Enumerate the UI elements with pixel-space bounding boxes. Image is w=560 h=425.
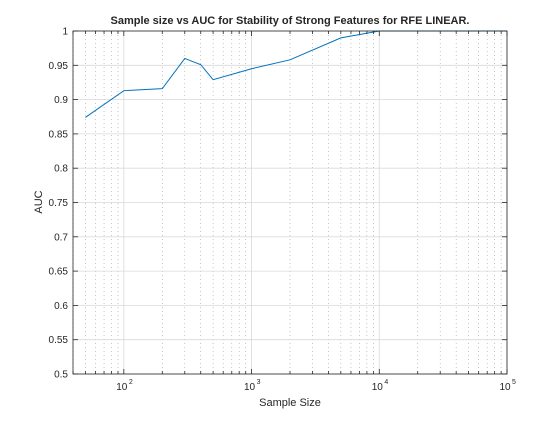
y-tick-label: 1 [62, 27, 68, 38]
x-tick-labels: 10 2 10 3 10 4 10 5 [116, 379, 516, 393]
y-tick-label: 0.95 [49, 61, 69, 72]
x-tick-base: 10 [244, 382, 256, 393]
x-tick-exponent: 4 [384, 379, 388, 386]
y-tick-label: 0.65 [49, 267, 69, 278]
x-tick-label: 10 3 [244, 379, 261, 393]
x-tick-exponent: 5 [512, 379, 516, 386]
chart-title: Sample size vs AUC for Stability of Stro… [111, 15, 470, 27]
x-tick-base: 10 [116, 382, 128, 393]
y-tick-label: 0.6 [54, 301, 68, 312]
x-tick-label: 10 4 [372, 379, 389, 393]
x-tick-exponent: 3 [257, 379, 261, 386]
x-tick-base: 10 [372, 382, 384, 393]
y-tick-label: 0.75 [49, 198, 69, 209]
y-tick-label: 0.9 [54, 95, 68, 106]
series-layer [85, 30, 507, 118]
x-tick-label: 10 2 [116, 379, 133, 393]
y-tick-label: 0.8 [54, 164, 68, 175]
y-tick-label: 0.55 [49, 335, 69, 346]
y-tick-labels: 0.5 0.55 0.6 0.65 0.7 0.75 0.8 0.85 0.9 0.95 1 [49, 27, 69, 381]
x-axis-label: Sample Size [259, 397, 321, 409]
x-tick-exponent: 2 [129, 379, 133, 386]
y-axis-label: AUC [33, 190, 45, 213]
y-tick-label: 0.85 [49, 129, 69, 140]
series-line [85, 30, 507, 118]
x-tick-label: 10 5 [499, 379, 516, 393]
x-tick-base: 10 [499, 382, 511, 393]
y-tick-label: 0.7 [54, 232, 68, 243]
tick-marks [72, 30, 508, 375]
y-tick-label: 0.5 [54, 370, 68, 381]
